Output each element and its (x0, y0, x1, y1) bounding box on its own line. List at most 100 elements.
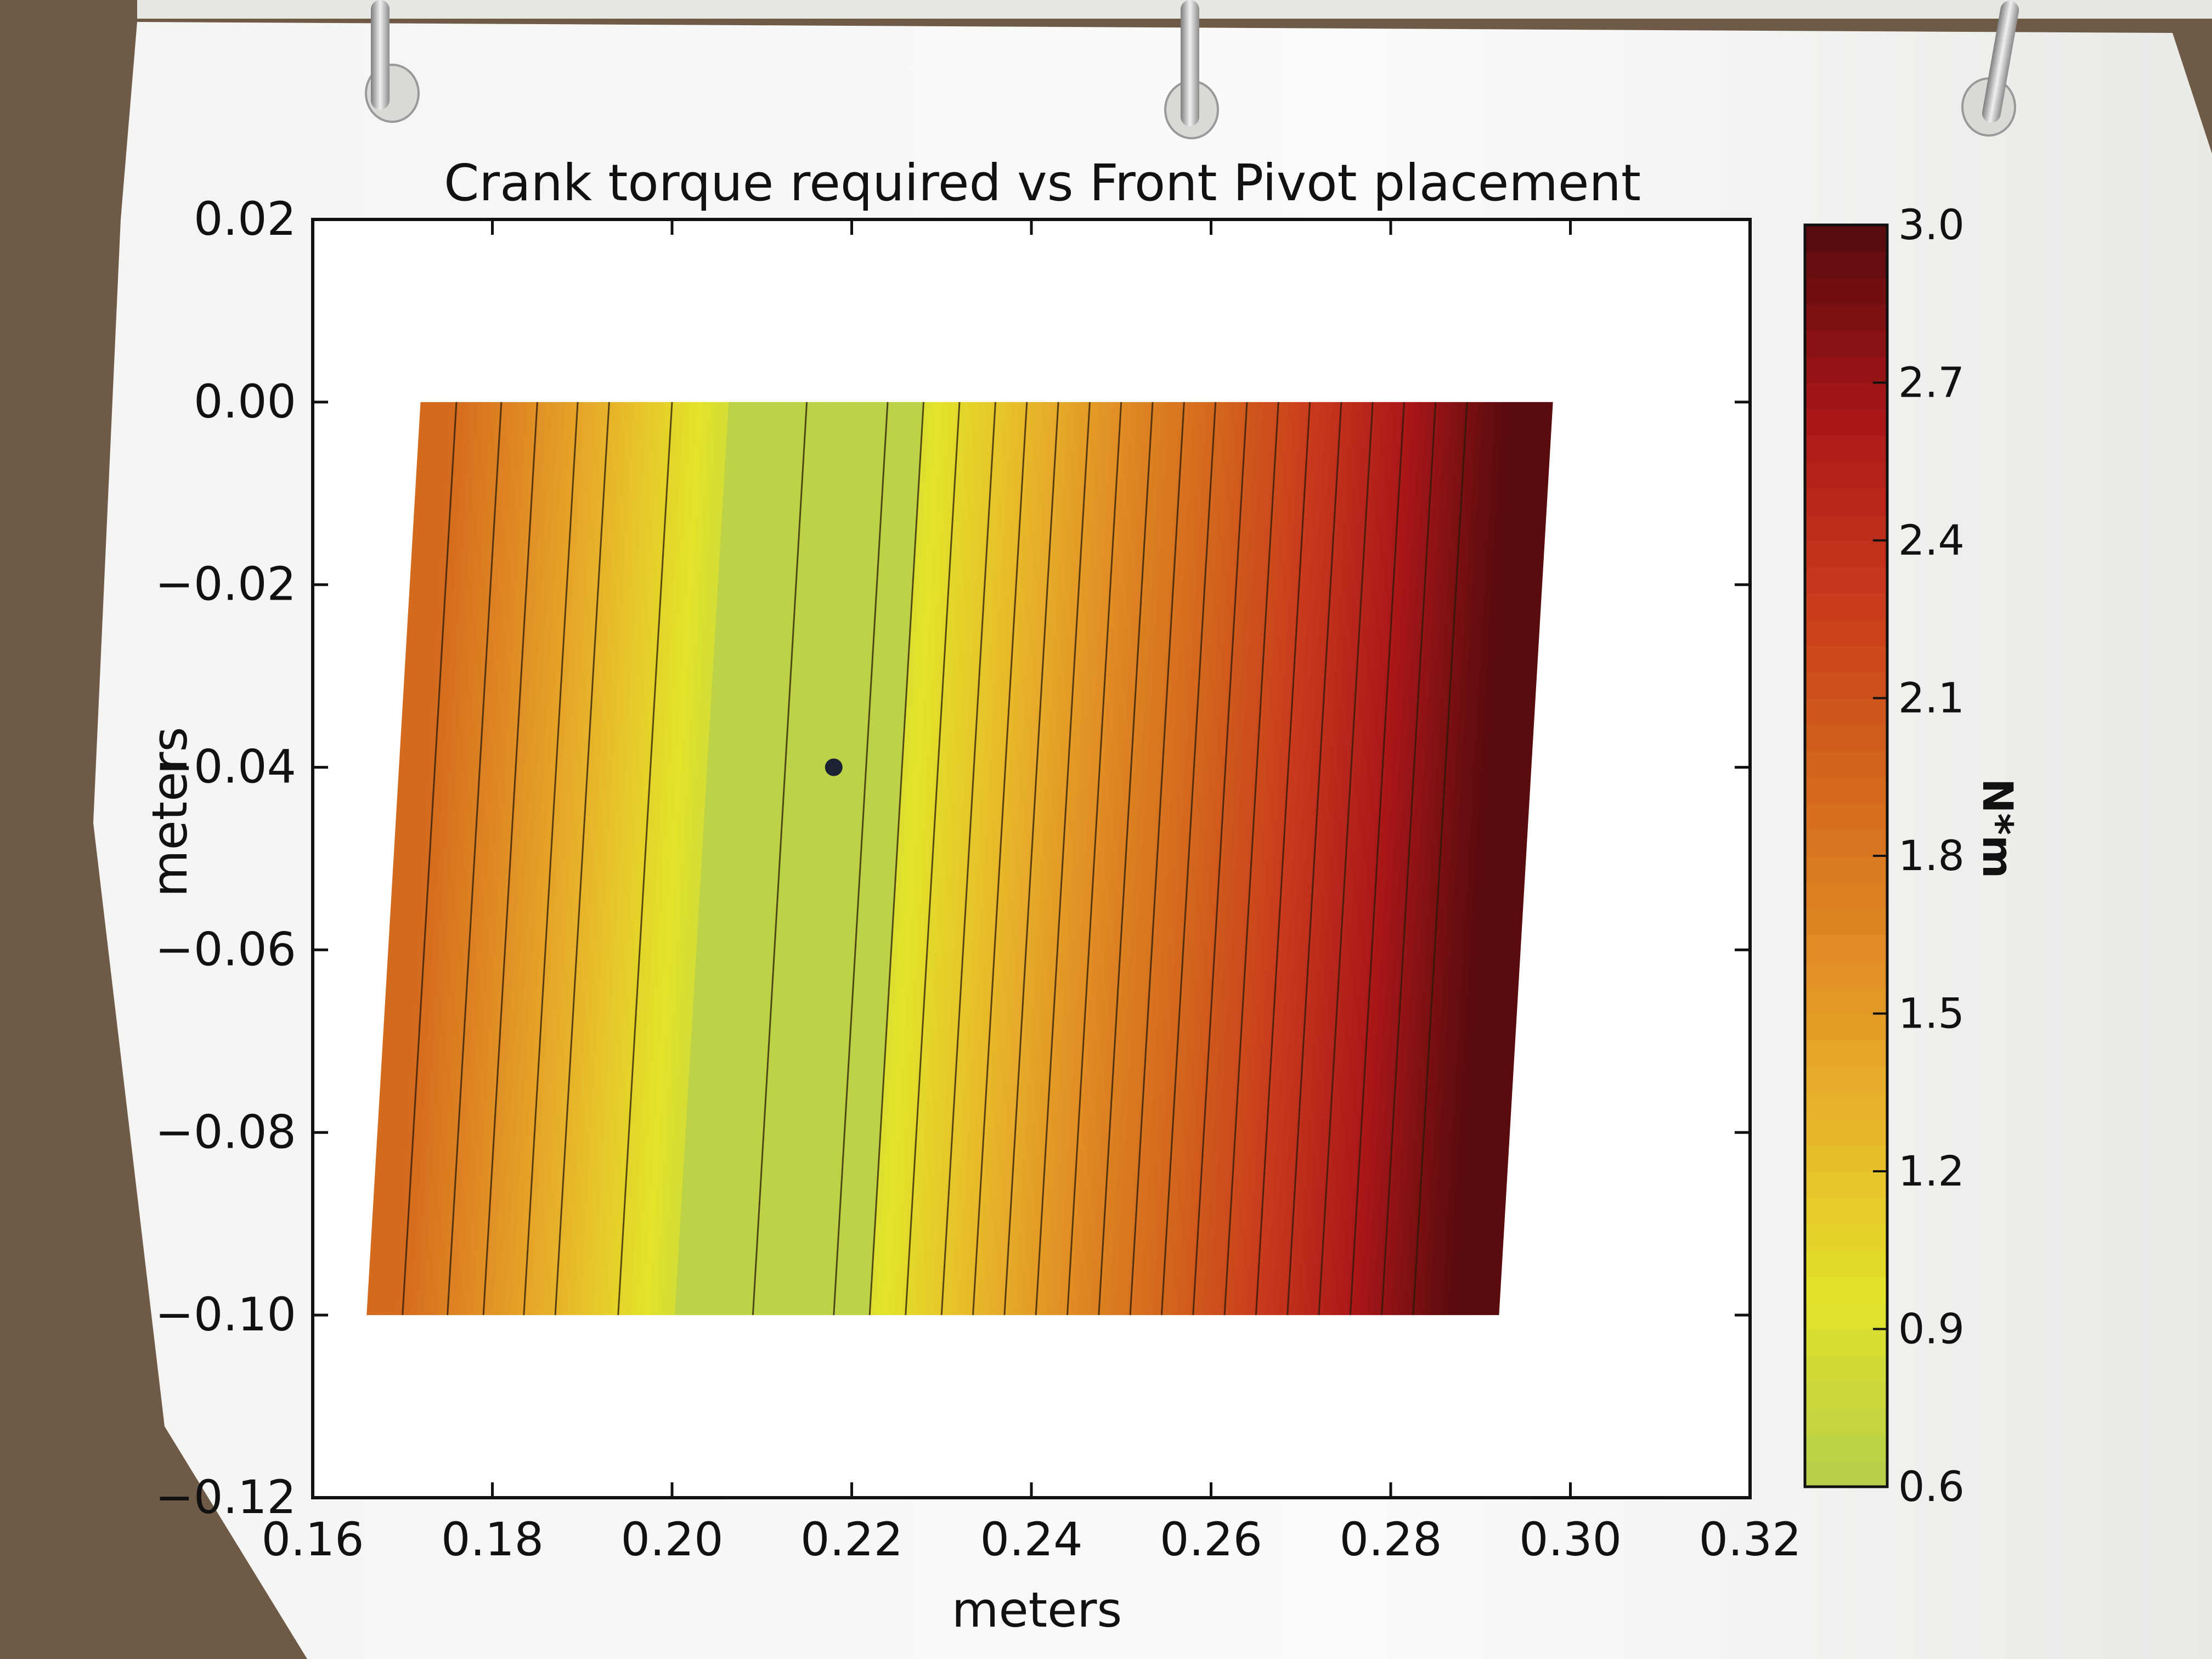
y-tick-label: −0.08 (155, 1105, 296, 1159)
heatmap-strip (1014, 402, 1075, 1316)
heatmap-strip (857, 402, 918, 1316)
heatmap-strip (1266, 402, 1327, 1316)
colorbar-segment (1805, 303, 1887, 331)
colorbar-segment (1805, 672, 1887, 699)
heatmap-strip (1058, 402, 1119, 1316)
heatmap-strip (467, 402, 528, 1316)
x-tick-label: 0.16 (261, 1513, 364, 1566)
heatmap-strip (555, 402, 616, 1316)
heatmap-strip (599, 402, 660, 1316)
binder-rings (365, 0, 2019, 139)
heatmap-strip (964, 402, 1025, 1316)
heatmap-strip (1259, 402, 1321, 1316)
colorbar-segment (1805, 1119, 1887, 1146)
heatmap-strip (379, 402, 440, 1316)
colorbar-segment (1805, 882, 1887, 909)
heatmap-strip (1052, 402, 1113, 1316)
y-tick-label: −0.02 (155, 557, 296, 611)
heatmap-strip (429, 402, 490, 1316)
x-tick-label: 0.18 (441, 1513, 544, 1566)
heatmap-strip (1435, 402, 1497, 1316)
heatmap-strip (907, 402, 968, 1316)
heatmap-strip (630, 402, 692, 1316)
heatmap-strip (895, 402, 956, 1316)
y-axis-label: meters (142, 727, 198, 898)
colorbar-segment (1805, 777, 1887, 804)
heatmap-strip (1184, 402, 1245, 1316)
contour-line (1223, 402, 1279, 1316)
colorbar-segment (1805, 856, 1887, 883)
heatmap-strip (650, 402, 710, 1316)
heatmap-strip (995, 402, 1057, 1316)
optimal-point-marker (825, 758, 843, 776)
contour-line (447, 402, 503, 1316)
colorbar-segment (1805, 1013, 1887, 1041)
contour-lines (402, 402, 1468, 1316)
heatmap-strip (1404, 402, 1465, 1316)
x-tick-label: 0.24 (980, 1513, 1082, 1566)
heatmap-strip (1486, 402, 1547, 1316)
heatmap-strip (448, 402, 509, 1316)
heatmap-strip (1234, 402, 1295, 1316)
heatmap-strip (850, 402, 912, 1316)
colorbar-segment (1805, 1223, 1887, 1251)
heatmap-strip (1008, 402, 1069, 1316)
heatmap-strip (913, 402, 975, 1316)
heatmap-strip (888, 402, 950, 1316)
contour-line (1160, 402, 1217, 1316)
colorbar-tick-label: 1.8 (1898, 831, 1965, 880)
x-tick-label: 0.22 (800, 1513, 903, 1566)
heatmap-strip (1177, 402, 1239, 1316)
heatmap-strip (392, 402, 453, 1316)
heatmap-strip (492, 402, 554, 1316)
colorbar-segment (1805, 908, 1887, 935)
heatmap-strip (819, 402, 881, 1316)
colorbar-label: N*m (1973, 778, 2022, 879)
heatmap-strip (870, 402, 930, 1316)
heatmap-strip (1373, 402, 1434, 1316)
heatmap-strip (1310, 402, 1371, 1316)
heatmap-strip (373, 402, 434, 1316)
heatmap-strip (1215, 402, 1277, 1316)
colorbar-segment (1805, 803, 1887, 831)
contour-line (1035, 402, 1091, 1316)
heatmap-strip (1366, 402, 1427, 1316)
colorbar-segment (1805, 382, 1887, 410)
chart-title: Crank torque required vs Front Pivot pla… (444, 154, 1641, 212)
colorbar-segment (1805, 1460, 1887, 1487)
colorbar-segment (1805, 1408, 1887, 1435)
colorbar-segment (1805, 645, 1887, 673)
heatmap-strip (536, 402, 597, 1316)
heatmap-strip (561, 402, 623, 1316)
heatmap-strip (592, 402, 654, 1316)
colorbar-segment (1805, 1276, 1887, 1304)
contour-line (1318, 402, 1374, 1316)
heatmap-strip (731, 402, 792, 1316)
heatmap-strip (530, 402, 591, 1316)
heatmap-strip (612, 402, 673, 1316)
heatmap-strip (1140, 402, 1201, 1316)
heatmap-strip (366, 402, 427, 1316)
colorbar-segment (1805, 1250, 1887, 1277)
heatmap-strip (1353, 402, 1415, 1316)
y-tick-label: 0.02 (194, 192, 296, 246)
contour-line (1129, 402, 1185, 1316)
colorbar-segment (1805, 251, 1887, 278)
colorbar-segment (1805, 1329, 1887, 1356)
x-tick-label: 0.32 (1699, 1513, 1801, 1566)
heatmap-strip (1171, 402, 1233, 1316)
x-tick-label: 0.20 (620, 1513, 723, 1566)
heatmap-strip (454, 402, 516, 1316)
colorbar-segment (1805, 592, 1887, 620)
heatmap-strip (674, 402, 736, 1316)
heatmap-strip (800, 402, 861, 1316)
heatmap-strip (1240, 402, 1302, 1316)
heatmap-strip (1417, 402, 1478, 1316)
heatmap-strip (668, 402, 730, 1316)
heatmap-strip (706, 402, 767, 1316)
x-tick-label: 0.28 (1339, 1513, 1442, 1566)
heatmap-strip (737, 402, 799, 1316)
heatmap-strip (1197, 402, 1257, 1316)
contour-line (833, 402, 889, 1316)
heatmap-strip (1291, 402, 1352, 1316)
